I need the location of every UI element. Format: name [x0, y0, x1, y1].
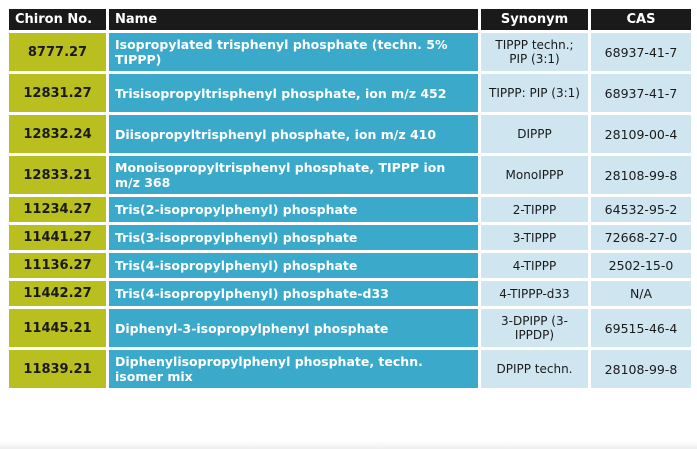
chiron-number: 11839.21: [9, 350, 106, 388]
synonym: DPIPP techn.: [481, 350, 588, 388]
chiron-number: 12831.27: [9, 74, 106, 112]
cas-number: 68937-41-7: [591, 74, 691, 112]
synonym: 3-TIPPP: [481, 225, 588, 250]
product-table: Chiron No. Name Synonym CAS 8777.27 Isop…: [6, 6, 694, 391]
table-row: 11234.27 Tris(2-isopropylphenyl) phospha…: [9, 197, 691, 222]
cas-number: 64532-95-2: [591, 197, 691, 222]
synonym: MonoIPPP: [481, 156, 588, 194]
cas-number: 68937-41-7: [591, 33, 691, 71]
compound-name: Trisisopropyltrisphenyl phosphate, ion m…: [109, 74, 478, 112]
synonym: 4-TIPPP-d33: [481, 281, 588, 306]
table-row: 11441.27 Tris(3-isopropylphenyl) phospha…: [9, 225, 691, 250]
compound-name: Tris(3-isopropylphenyl) phosphate: [109, 225, 478, 250]
cas-number: 28108-99-8: [591, 350, 691, 388]
table-row: 11445.21 Diphenyl-3-isopropylphenyl phos…: [9, 309, 691, 347]
page-bottom-shadow: [0, 441, 697, 449]
synonym: 4-TIPPP: [481, 253, 588, 278]
cas-number: 28108-99-8: [591, 156, 691, 194]
cas-number: 69515-46-4: [591, 309, 691, 347]
chiron-number: 11445.21: [9, 309, 106, 347]
header-cas: CAS: [591, 9, 691, 30]
chiron-number: 11234.27: [9, 197, 106, 222]
compound-name: Diphenyl-3-isopropylphenyl phosphate: [109, 309, 478, 347]
table-row: 11442.27 Tris(4-isopropylphenyl) phospha…: [9, 281, 691, 306]
compound-name: Tris(2-isopropylphenyl) phosphate: [109, 197, 478, 222]
table-row: 8777.27 Isopropylated trisphenyl phospha…: [9, 33, 691, 71]
chiron-number: 8777.27: [9, 33, 106, 71]
cas-number: N/A: [591, 281, 691, 306]
cas-number: 2502-15-0: [591, 253, 691, 278]
compound-name: Tris(4-isopropylphenyl) phosphate: [109, 253, 478, 278]
synonym: TIPPP techn.; PIP (3:1): [481, 33, 588, 71]
table-row: 12832.24 Diisopropyltrisphenyl phosphate…: [9, 115, 691, 153]
compound-name: Monoisopropyltrisphenyl phosphate, TIPPP…: [109, 156, 478, 194]
table-row: 11839.21 Diphenylisopropylphenyl phospha…: [9, 350, 691, 388]
synonym: TIPPP: PIP (3:1): [481, 74, 588, 112]
compound-name: Tris(4-isopropylphenyl) phosphate-d33: [109, 281, 478, 306]
table-row: 12833.21 Monoisopropyltrisphenyl phospha…: [9, 156, 691, 194]
chiron-number: 11136.27: [9, 253, 106, 278]
table-row: 11136.27 Tris(4-isopropylphenyl) phospha…: [9, 253, 691, 278]
header-name: Name: [109, 9, 478, 30]
synonym: DIPPP: [481, 115, 588, 153]
header-row: Chiron No. Name Synonym CAS: [9, 9, 691, 30]
synonym: 2-TIPPP: [481, 197, 588, 222]
header-chiron: Chiron No.: [9, 9, 106, 30]
cas-number: 28109-00-4: [591, 115, 691, 153]
synonym: 3-DPIPP (3-IPPDP): [481, 309, 588, 347]
chiron-number: 11442.27: [9, 281, 106, 306]
compound-name: Isopropylated trisphenyl phosphate (tech…: [109, 33, 478, 71]
cas-number: 72668-27-0: [591, 225, 691, 250]
compound-name: Diphenylisopropylphenyl phosphate, techn…: [109, 350, 478, 388]
compound-name: Diisopropyltrisphenyl phosphate, ion m/z…: [109, 115, 478, 153]
chiron-number: 12833.21: [9, 156, 106, 194]
table-row: 12831.27 Trisisopropyltrisphenyl phospha…: [9, 74, 691, 112]
chiron-number: 11441.27: [9, 225, 106, 250]
header-synonym: Synonym: [481, 9, 588, 30]
chiron-number: 12832.24: [9, 115, 106, 153]
